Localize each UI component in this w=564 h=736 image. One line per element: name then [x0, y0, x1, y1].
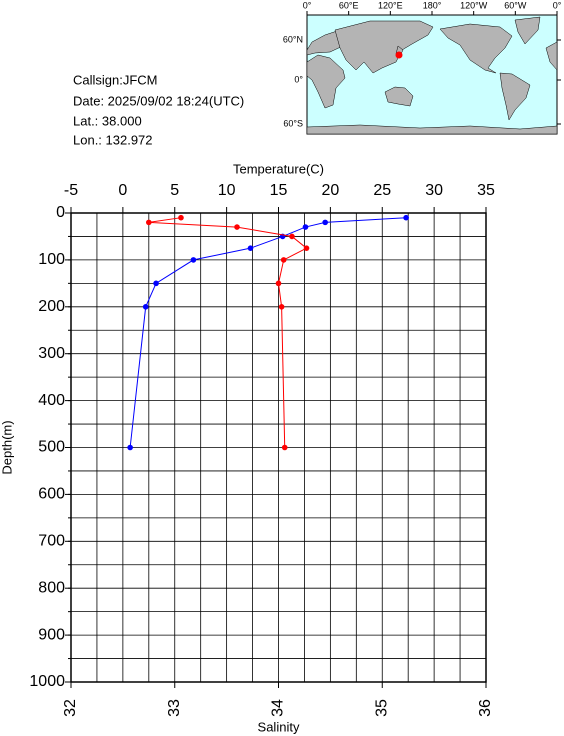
y-tick-label: 900 — [38, 626, 65, 643]
profile-point — [278, 304, 285, 310]
map-lat-label: 60°N — [283, 34, 303, 44]
x-top-tick-label: 20 — [321, 182, 339, 199]
map — [306, 14, 558, 135]
profile-point — [234, 224, 240, 230]
y-tick-label: 0 — [56, 204, 65, 221]
map-lon-label: 180° — [423, 0, 442, 10]
map-lat-label: 60°S — [283, 118, 303, 128]
map-lon-label: 60°W — [504, 0, 527, 10]
profile-point — [303, 245, 310, 251]
x-top-tick-label: 15 — [270, 182, 288, 199]
x-bottom-tick-label: 32 — [62, 699, 79, 717]
profile-point — [127, 444, 133, 451]
profile-point — [146, 219, 152, 226]
profile-point — [322, 219, 328, 226]
profile-point — [302, 224, 309, 230]
y-tick-label: 200 — [38, 298, 65, 315]
plot: 0 100 200 300 400 500 600 700 800 900 1000 -5 0 5 10 15… — [0, 161, 495, 734]
date: Date: 2025/09/02 18:24(UTC) — [73, 93, 244, 108]
y-tick-label: 700 — [38, 533, 65, 550]
x-top-tick-label: 0 — [118, 182, 127, 199]
profile-point — [247, 245, 254, 251]
profile-line — [129, 217, 407, 448]
callsign: Callsign:JFCM — [73, 72, 158, 87]
y-tick-label: 1000 — [29, 673, 65, 690]
x-top-tick-label: 5 — [170, 182, 179, 199]
info-block: Callsign:JFCM Date: 2025/09/02 18:24(UTC… — [73, 72, 244, 147]
x-top-tick-label: 35 — [477, 182, 495, 199]
y-tick-label: 100 — [38, 251, 65, 268]
x-top-tick-label: 10 — [218, 182, 236, 199]
land — [306, 16, 558, 135]
x-top-axis-label: Temperature(C) — [233, 161, 324, 176]
longitude: Lon.: 132.972 — [73, 132, 153, 147]
y-tick-label: 300 — [38, 345, 65, 362]
x-top-tick-label: 25 — [373, 182, 391, 199]
map-lon-label: 120°W — [460, 0, 488, 10]
x-top-tick-label: -5 — [64, 182, 78, 199]
station-marker — [395, 51, 403, 59]
map-lon-label: 60°E — [339, 0, 359, 10]
y-tick-label: 500 — [38, 439, 65, 456]
profile-line — [148, 217, 308, 448]
profile-point — [280, 257, 287, 263]
profile-point — [178, 214, 184, 221]
y-tick-label: 800 — [38, 579, 65, 596]
profile-point — [190, 257, 197, 263]
profile-point — [275, 280, 282, 287]
map-lat-label: 0° — [294, 74, 303, 84]
x-bottom-tick-label: 36 — [477, 699, 494, 717]
x-bottom-tick-label: 35 — [373, 699, 390, 717]
profile-point — [153, 280, 159, 287]
x-bottom-axis-label: Salinity — [258, 719, 300, 734]
profile-point — [142, 304, 149, 310]
map-lon-label: 0° — [553, 0, 562, 10]
y-axis-label: Depth(m) — [0, 420, 14, 474]
map-lon-label: 120°E — [378, 0, 403, 10]
profile-point — [281, 444, 288, 451]
y-tick-label: 600 — [38, 486, 65, 503]
x-top-tick-label: 30 — [425, 182, 443, 199]
profile-point — [403, 214, 409, 221]
y-tick-label: 400 — [38, 392, 65, 409]
map-lon-label: 0° — [303, 0, 312, 10]
x-bottom-tick-label: 34 — [270, 699, 287, 717]
profile-point — [289, 233, 295, 240]
latitude: Lat.: 38.000 — [73, 113, 142, 128]
x-bottom-tick-label: 33 — [166, 699, 183, 717]
